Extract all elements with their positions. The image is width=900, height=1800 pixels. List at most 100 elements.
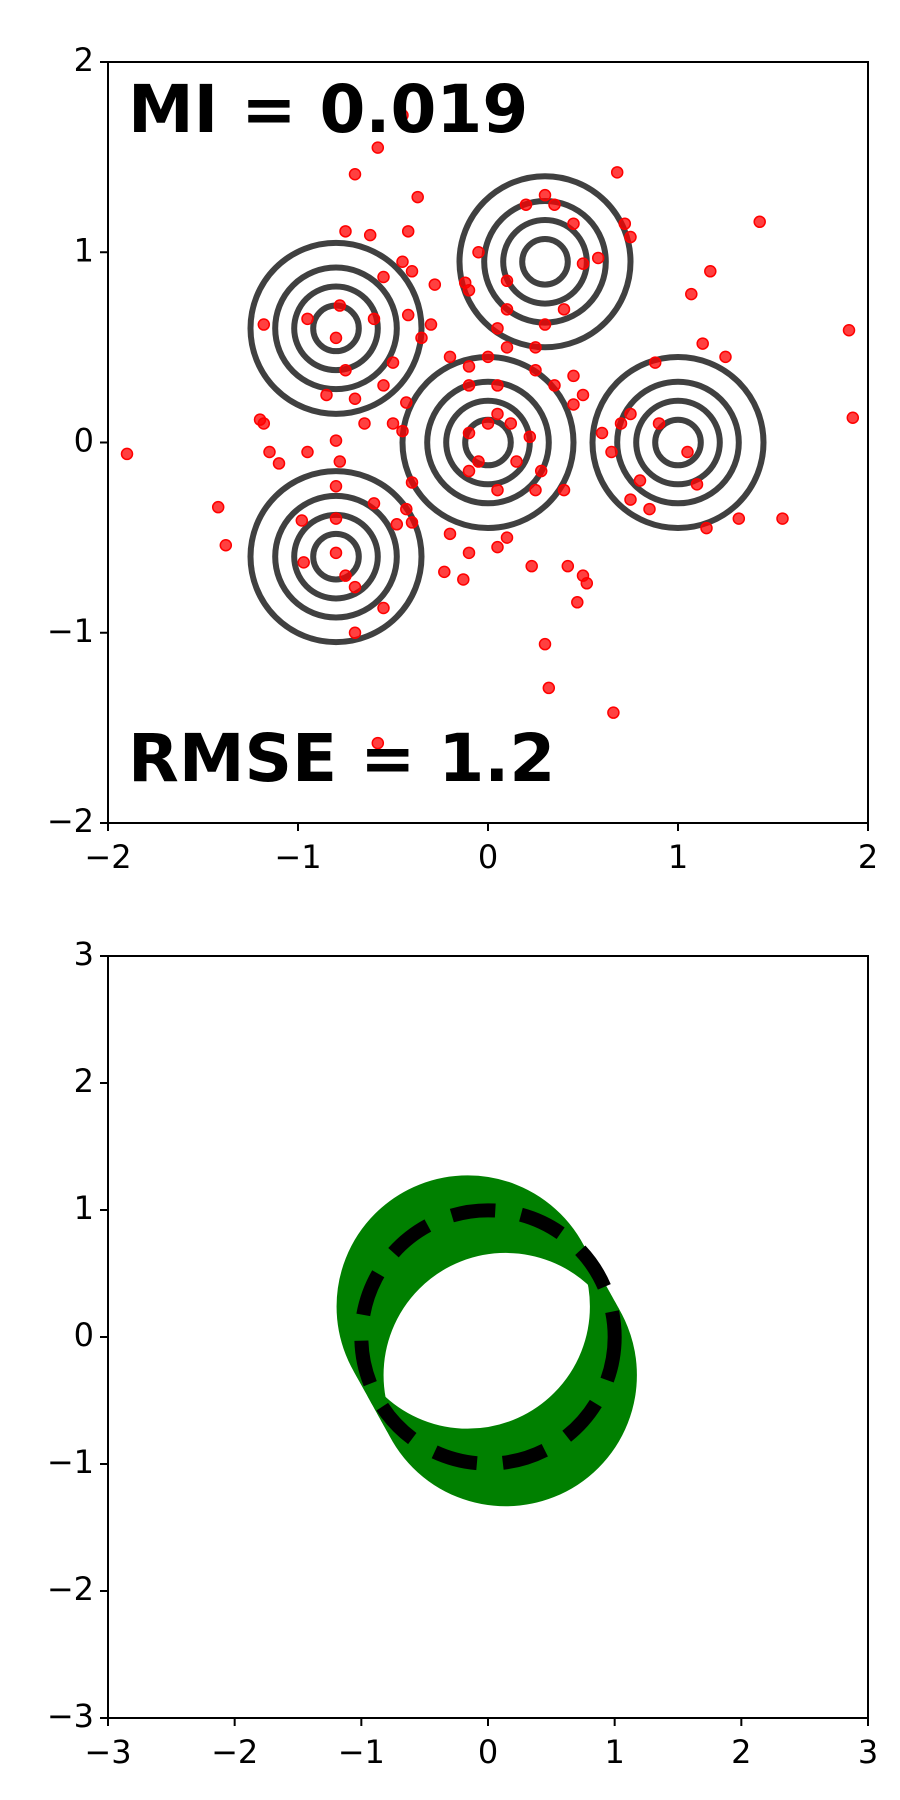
point [396,109,409,122]
point [329,480,343,493]
point [529,341,542,354]
plot-area [336,1175,637,1507]
point [529,363,542,377]
point [643,502,656,516]
point [257,318,271,331]
point [595,426,609,440]
point [348,392,362,405]
y-tick-label: 1 [74,231,94,269]
plot-area [120,109,860,750]
x-tick-label: −2 [211,1733,258,1771]
point [704,265,717,278]
point [396,255,409,269]
y-tick-label: −1 [47,612,94,650]
point [272,457,286,470]
point [405,476,419,489]
point [538,637,552,651]
point [633,474,647,487]
point [753,215,766,229]
point [681,445,694,459]
contour-ring [443,397,533,488]
point [548,379,561,392]
x-tick-label: 3 [858,1733,878,1771]
point [567,369,580,383]
point [690,478,704,491]
point [462,360,476,373]
point [401,308,415,322]
point [339,225,352,238]
contour-ring [247,239,425,417]
point [333,299,347,312]
point [491,483,504,497]
point [415,331,428,345]
point [329,331,343,345]
reference-circle [354,1203,622,1471]
point [400,396,413,409]
point [624,407,637,421]
point [377,270,390,284]
x-tick-label: 2 [858,838,878,876]
point [525,559,538,573]
point [610,166,624,179]
x-tick-label: −2 [84,838,131,876]
point [776,512,789,525]
point [557,303,571,316]
point [367,312,381,326]
axes-frame [107,61,869,824]
point [614,417,628,430]
point [472,455,485,468]
point [523,430,537,444]
point [333,455,347,468]
point [648,356,662,369]
contour-ring [589,354,767,531]
y-tick-label: −3 [47,1697,94,1735]
x-tick-label: 1 [604,1733,624,1771]
point [538,188,552,202]
point [371,736,385,750]
y-tick-label: 2 [74,1062,94,1100]
point [500,531,514,544]
point [491,322,504,335]
contour-ring [272,264,400,393]
contour-ring [272,492,400,621]
point [339,569,352,582]
ring [374,1243,637,1507]
point [462,546,476,560]
point [696,337,709,350]
x-tick-label: 0 [478,1733,498,1771]
y-tick-label: 0 [74,1316,94,1354]
point [567,398,580,411]
point [405,516,419,529]
point [685,287,698,301]
annotation: MI = 0.019 [128,71,528,148]
point [386,417,400,430]
point [443,527,457,541]
contour-ring [310,302,362,355]
contour-ring [652,416,704,469]
point [438,565,451,579]
contour-ring [633,397,723,488]
contour-ring [456,173,634,351]
point [500,274,514,288]
point [377,379,390,392]
point [263,445,276,459]
point [548,198,561,211]
x-tick-label: −3 [84,1733,131,1771]
point [846,411,860,425]
point [424,318,438,331]
x-tick-label: −1 [274,838,321,876]
x-tick-label: 2 [731,1733,751,1771]
y-tick-label: 1 [74,1189,94,1227]
point [329,512,343,525]
point [534,464,548,478]
point [500,303,514,316]
point [561,559,575,573]
point [618,217,632,230]
x-tick-label: 0 [478,838,498,876]
point [607,706,620,719]
point [371,141,385,154]
point [386,356,400,369]
point [842,324,856,337]
point [576,257,590,270]
point [211,500,225,514]
